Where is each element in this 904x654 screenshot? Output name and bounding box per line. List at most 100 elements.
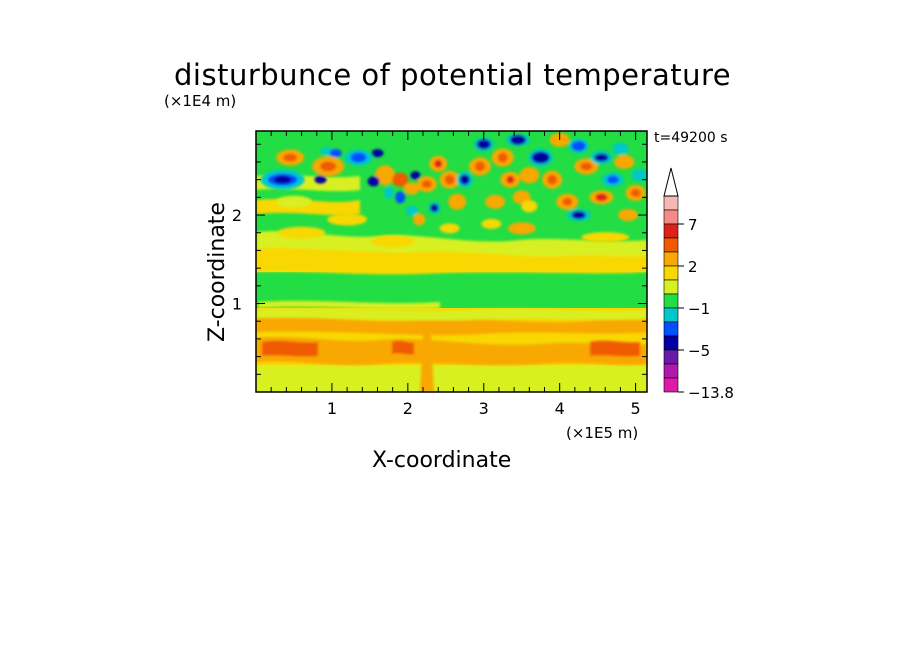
field-band-orange-lower (256, 317, 647, 336)
y-tick-label: 1 (232, 295, 242, 314)
contour-cell (350, 152, 367, 163)
contour-cell (547, 174, 558, 185)
colorbar-label: 7 (688, 216, 698, 234)
contour-cell (630, 188, 641, 197)
contour-cell (594, 153, 609, 162)
y-tick-label: 2 (232, 206, 242, 225)
field-band-deep-orange-mid (392, 340, 414, 355)
contour-cell (519, 167, 540, 184)
contour-cell (506, 175, 515, 184)
chart-title: disturbunce of potential temperature (174, 58, 732, 92)
colorbar-segment (663, 223, 679, 239)
colorbar-segment (663, 377, 679, 393)
colorbar-segment (663, 195, 679, 211)
contour-cell (283, 153, 298, 162)
contour-cell (314, 175, 327, 184)
field-yellow-lower-band (256, 308, 647, 321)
contour-cell (410, 171, 421, 180)
contour-cell (418, 258, 459, 269)
contour-cell (606, 175, 619, 184)
contour-cell (277, 226, 326, 239)
colorbar-segment (663, 335, 679, 351)
field-band-deep-orange-right (590, 340, 640, 357)
colorbar-segment (663, 237, 679, 253)
colorbar-segment (663, 251, 679, 267)
contour-cell (485, 194, 506, 209)
contour-cell (476, 139, 491, 150)
contour-cell (581, 232, 630, 243)
colorbar-segment (663, 209, 679, 225)
contour-cell (327, 213, 368, 226)
contour-cell (521, 200, 538, 213)
contour-cell (497, 152, 508, 163)
contour-cell (320, 161, 337, 172)
contour-cell (434, 159, 443, 168)
contour-cell (481, 218, 502, 229)
contour-cell (474, 161, 485, 172)
contour-cell (370, 235, 415, 248)
field-band-orange-low (256, 337, 647, 366)
colorbar-segment (663, 279, 679, 295)
contour-cell (448, 193, 467, 210)
contour-cell (444, 174, 455, 185)
contour-cell (413, 213, 426, 226)
axis-tick-labels: 1 2 3 4 5 1 2 (232, 206, 641, 418)
x-tick-label: 3 (479, 399, 489, 418)
x-tick-label: 5 (631, 399, 641, 418)
contour-cell (405, 205, 418, 216)
colorbar (663, 167, 684, 393)
field-spike (420, 318, 434, 392)
colorbar-segment (663, 349, 679, 365)
contour-cell (571, 211, 586, 220)
contour-cell (562, 197, 573, 206)
contour-cell (580, 162, 593, 171)
x-axis-unit: (×1E5 m) (566, 424, 639, 442)
contour-field (256, 131, 647, 392)
contour-cell (631, 169, 647, 182)
field-green-streak-1 (258, 300, 440, 310)
colorbar-segment (663, 293, 679, 309)
contour-cell (531, 151, 550, 164)
x-tick-label: 4 (555, 399, 565, 418)
x-axis-label: X-coordinate (372, 448, 512, 473)
colorbar-segment (663, 307, 679, 323)
colorbar-label: −13.8 (688, 384, 734, 402)
contour-cell (595, 193, 608, 202)
contour-cell (509, 134, 526, 145)
time-annotation: t=49200 s (654, 130, 728, 146)
contour-cell (383, 186, 394, 199)
field-band-bottom (256, 365, 647, 392)
colorbar-labels: 7 2 −1 −5 −13.8 (688, 216, 734, 402)
colorbar-extend-arrow (663, 167, 679, 197)
contour-cell (614, 154, 635, 169)
contour-cell (392, 172, 409, 187)
contour-cell (571, 141, 586, 152)
contour-cell (371, 149, 384, 158)
contour-cell (367, 176, 380, 187)
contour-cell (395, 191, 406, 204)
colorbar-label: −5 (688, 342, 710, 360)
field-band-deep-orange-left (262, 340, 318, 357)
colorbar-label: 2 (688, 258, 698, 276)
contour-cells (260, 132, 647, 269)
axis-ticks (256, 131, 647, 392)
contour-cell (273, 175, 292, 184)
contour-cell (329, 149, 342, 158)
contour-cell (618, 209, 639, 222)
x-tick-label: 1 (327, 399, 337, 418)
colorbar-label: −1 (688, 300, 710, 318)
contour-cell (612, 142, 629, 155)
contour-cell (507, 222, 536, 235)
contour-cell (375, 165, 396, 186)
contour-cell (430, 203, 439, 212)
contour-cell (439, 223, 460, 234)
contour-cell (403, 182, 420, 195)
plot-frame (255, 130, 648, 393)
colorbar-segment (663, 265, 679, 281)
colorbar-segment (663, 363, 679, 379)
contour-cell (275, 195, 312, 208)
colorbar-segment (663, 321, 679, 337)
x-tick-label: 2 (403, 399, 413, 418)
contour-cell (421, 180, 432, 189)
